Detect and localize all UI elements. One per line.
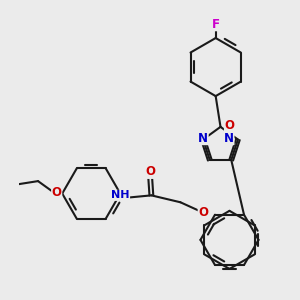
Text: O: O (224, 119, 235, 132)
Text: O: O (52, 186, 62, 199)
Text: N: N (224, 132, 234, 145)
Text: F: F (212, 18, 220, 31)
Text: N: N (198, 132, 208, 145)
Text: O: O (145, 165, 155, 178)
Text: O: O (198, 206, 208, 219)
Text: NH: NH (111, 190, 130, 200)
